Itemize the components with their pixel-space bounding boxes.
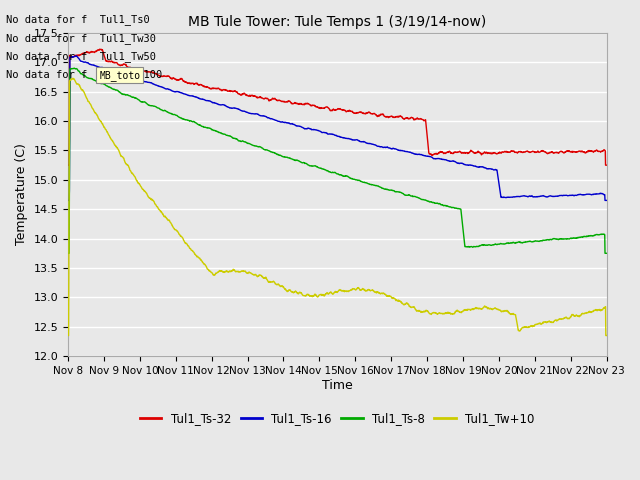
Title: MB Tule Tower: Tule Temps 1 (3/19/14-now): MB Tule Tower: Tule Temps 1 (3/19/14-now… <box>188 15 486 29</box>
Text: No data for f  Tul1_Tw50: No data for f Tul1_Tw50 <box>6 51 156 62</box>
Legend: Tul1_Ts-32, Tul1_Ts-16, Tul1_Ts-8, Tul1_Tw+10: Tul1_Ts-32, Tul1_Ts-16, Tul1_Ts-8, Tul1_… <box>136 407 539 430</box>
Text: No data for f  Tul1_Tw100: No data for f Tul1_Tw100 <box>6 69 163 80</box>
Text: No data for f  Tul1_Tw30: No data for f Tul1_Tw30 <box>6 33 156 44</box>
Text: MB_toto: MB_toto <box>99 70 140 81</box>
X-axis label: Time: Time <box>322 379 353 392</box>
Text: No data for f  Tul1_Ts0: No data for f Tul1_Ts0 <box>6 14 150 25</box>
Y-axis label: Temperature (C): Temperature (C) <box>15 144 28 245</box>
